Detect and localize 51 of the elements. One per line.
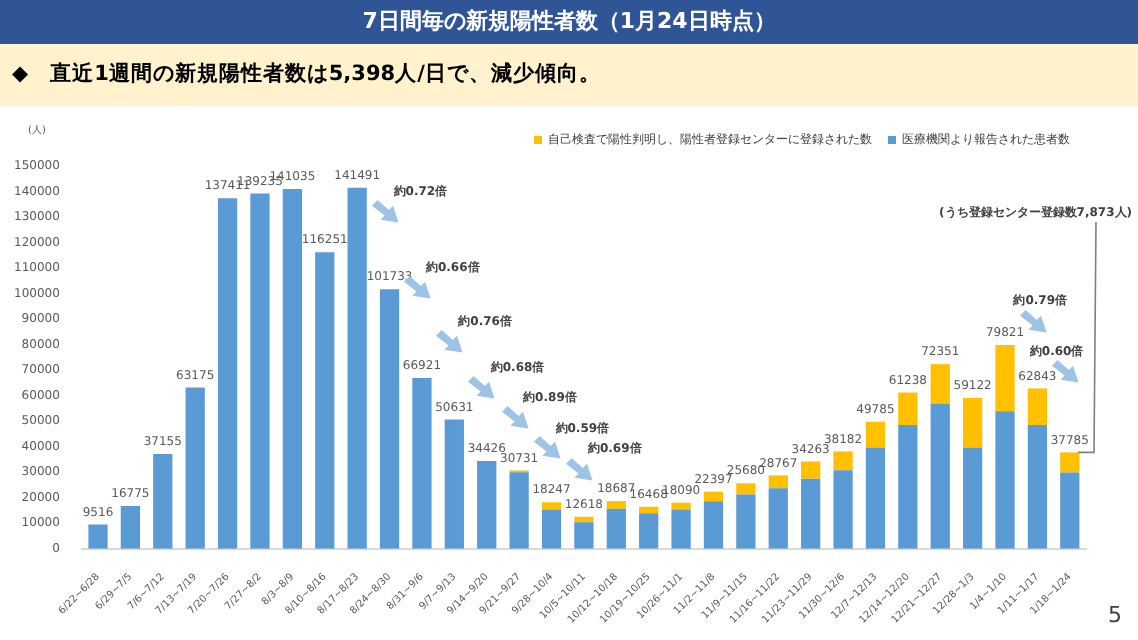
- bar: [153, 454, 173, 549]
- bar: [833, 470, 853, 549]
- bar: [412, 378, 432, 549]
- bar: [444, 419, 464, 549]
- bar: [606, 508, 626, 549]
- bar: [509, 472, 529, 549]
- text: 5: [1108, 602, 1122, 628]
- bar: [282, 188, 302, 549]
- bar: [639, 506, 659, 514]
- chart-title: 7日間毎の新規陽性者数（1月24日時点）: [0, 0, 1138, 44]
- bar: [801, 478, 821, 549]
- bar: [88, 524, 108, 549]
- bar: [962, 397, 983, 448]
- bar: [898, 425, 918, 549]
- bar: [379, 289, 400, 549]
- bar: [250, 193, 270, 549]
- bar: [898, 392, 918, 426]
- bar: [120, 506, 141, 549]
- bar: [217, 198, 238, 549]
- bar: [930, 403, 950, 549]
- bar: [574, 516, 594, 523]
- bar: [347, 187, 367, 549]
- bar: [703, 501, 724, 549]
- bar: [995, 411, 1015, 549]
- bar: [1027, 425, 1048, 549]
- bar: [768, 475, 788, 489]
- bar: [1027, 388, 1048, 426]
- bar: [606, 501, 626, 509]
- bar: [995, 345, 1015, 412]
- bar: [930, 364, 950, 404]
- bar: [671, 509, 691, 549]
- bar: [1060, 452, 1080, 473]
- chart-subtitle: ◆ 直近1週間の新規陽性者数は5,398人/日で、減少傾向。: [0, 44, 1138, 106]
- bar: [185, 387, 205, 549]
- bar: [315, 252, 335, 549]
- bar: [833, 451, 853, 471]
- bar: [639, 513, 659, 549]
- bar: [768, 488, 788, 549]
- bar: [736, 494, 756, 549]
- bar: [736, 483, 756, 495]
- bar: [962, 447, 983, 549]
- bar: [865, 421, 886, 448]
- bar: [865, 447, 886, 549]
- bar: [574, 522, 594, 549]
- bar: [541, 502, 562, 510]
- bar: [541, 509, 562, 549]
- bar: [1060, 472, 1080, 549]
- bar: [671, 502, 691, 510]
- bar: [801, 461, 821, 479]
- bar: [477, 460, 497, 549]
- bar: [703, 491, 724, 502]
